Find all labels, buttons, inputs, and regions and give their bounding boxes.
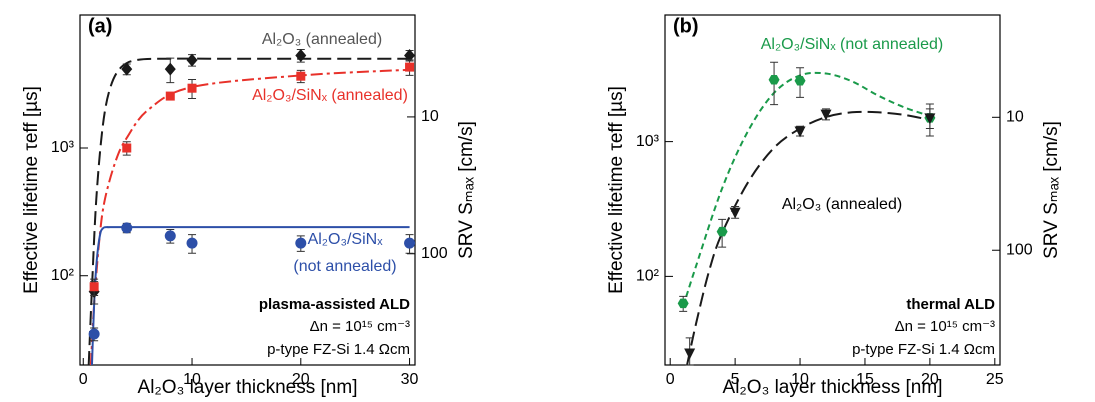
annotation: Δn = 10¹⁵ cm⁻³	[895, 318, 995, 335]
x-tick-label: 5	[731, 371, 740, 388]
marker	[295, 237, 307, 249]
marker	[924, 113, 936, 125]
marker	[164, 62, 176, 76]
marker	[729, 207, 741, 219]
marker	[820, 109, 832, 121]
plot-frame	[79, 14, 416, 366]
marker	[187, 83, 197, 93]
marker	[186, 53, 198, 67]
marker	[405, 62, 415, 72]
marker	[121, 222, 133, 234]
x-tick-label: 0	[79, 371, 88, 388]
annotation: p-type FZ-Si 1.4 Ωcm	[852, 341, 995, 358]
annotation: Al₂O₃ (annealed)	[262, 31, 382, 48]
marker	[295, 49, 307, 63]
x-tick-label: 0	[666, 371, 675, 388]
annotation: (not annealed)	[293, 258, 396, 275]
annotation: Δn = 10¹⁵ cm⁻³	[310, 318, 410, 335]
y-tick-label: 10²	[51, 267, 75, 284]
x-axis-label: Al₂O₃ layer thickness [nm]	[723, 377, 943, 398]
y2-tick-label: 100	[1006, 241, 1033, 258]
marker	[404, 237, 416, 249]
y-tick-label: 10²	[636, 268, 660, 285]
y-tick-label: 10³	[51, 139, 75, 156]
x-tick-label: 20	[292, 371, 310, 388]
annotation: Al₂O₃/SiNₓ	[308, 231, 384, 248]
annotation: thermal ALD	[906, 296, 995, 313]
marker	[296, 71, 306, 81]
marker	[716, 226, 728, 237]
y2-tick-label: 10	[421, 108, 439, 125]
y2-tick-label: 10	[1006, 109, 1024, 126]
annotation: Al₂O₃/SiNₓ (not annealed)	[761, 36, 944, 53]
annotation: (b)	[673, 15, 699, 37]
marker	[768, 74, 780, 85]
y2-axis-label: SRV Sₘₐₓ [cm/s]	[1041, 121, 1062, 259]
annotation: Al₂O₃ (annealed)	[782, 196, 902, 213]
annotation: plasma-assisted ALD	[259, 296, 410, 313]
marker	[165, 91, 175, 101]
x-tick-label: 15	[856, 371, 874, 388]
annotation: p-type FZ-Si 1.4 Ωcm	[267, 341, 410, 358]
y2-tick-label: 100	[421, 245, 448, 262]
x-tick-label: 10	[183, 371, 201, 388]
fit-curve	[87, 57, 410, 366]
y2-axis-label: SRV Sₘₐₓ [cm/s]	[456, 121, 477, 259]
x-tick-label: 10	[791, 371, 809, 388]
marker	[684, 348, 696, 360]
marker	[88, 328, 100, 340]
marker	[164, 230, 176, 242]
marker	[122, 143, 132, 153]
annotation: Al₂O₃/SiNₓ (annealed)	[252, 87, 408, 104]
annotation: (a)	[88, 15, 112, 37]
fit-curve	[686, 110, 931, 366]
plot-frame	[664, 14, 1001, 366]
x-tick-label: 30	[401, 371, 419, 388]
marker	[677, 298, 689, 309]
marker	[794, 75, 806, 86]
marker	[404, 49, 416, 63]
marker	[121, 62, 133, 76]
x-tick-label: 20	[921, 371, 939, 388]
marker	[89, 282, 99, 292]
marker	[794, 126, 806, 138]
y-axis-label: Effective lifetime τeff [µs]	[21, 86, 42, 294]
marker	[186, 237, 198, 249]
x-axis-label: Al₂O₃ layer thickness [nm]	[138, 377, 358, 398]
y-tick-label: 10³	[636, 133, 660, 150]
fit-curve	[682, 71, 931, 307]
x-tick-label: 25	[986, 371, 1004, 388]
y-axis-label: Effective lifetime τeff [µs]	[606, 86, 627, 294]
